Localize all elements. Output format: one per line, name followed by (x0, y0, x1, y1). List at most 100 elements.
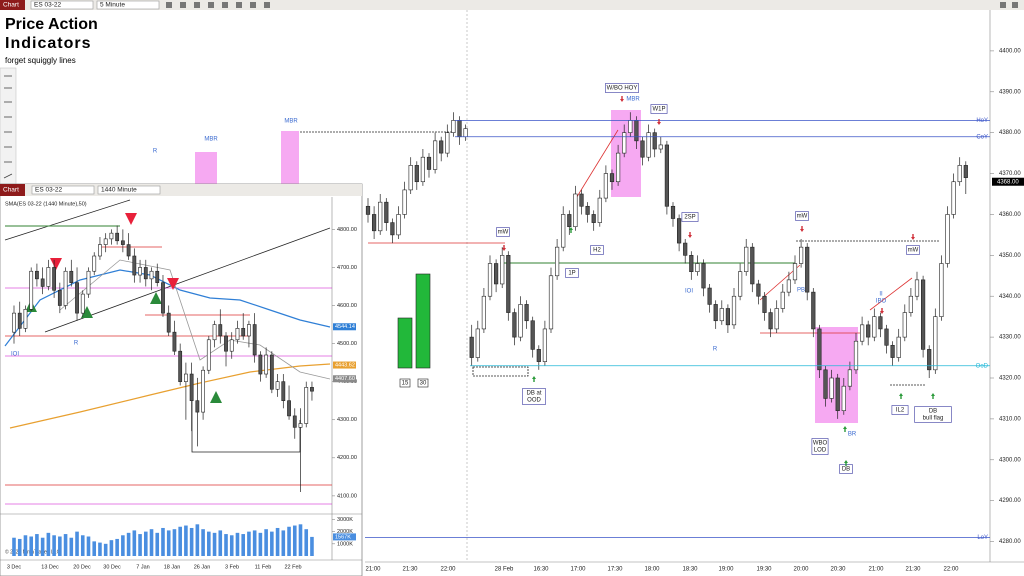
x-tick-label: 22:00 (943, 567, 959, 573)
up-arrow (843, 426, 847, 432)
annotation: II (879, 292, 883, 298)
candle-body (206, 339, 211, 371)
volume-bar (258, 532, 263, 556)
up-arrow (532, 376, 536, 382)
x-tick-label: 28 Feb (495, 567, 514, 573)
annotation: 2SP (684, 215, 695, 221)
candle-body (628, 120, 633, 133)
candle-body (402, 189, 407, 215)
title: Indicators (5, 35, 91, 52)
candle-body (92, 255, 97, 272)
x-tick-label: 22 Feb (284, 564, 301, 570)
candle-body (69, 270, 74, 283)
candle-body (235, 328, 240, 341)
volume-bar (23, 535, 28, 556)
candle-body (365, 205, 371, 215)
candle-body (762, 295, 767, 313)
y-tick-label: 4290.00 (999, 498, 1021, 504)
annotation-box (605, 83, 639, 93)
volume-bar (264, 529, 268, 556)
tool[interactable] (3, 173, 13, 179)
candle-body (853, 340, 859, 371)
y-tick-label: 4370.00 (999, 171, 1021, 177)
volume-bar (189, 527, 194, 556)
price-label: 4407.60 (335, 376, 355, 382)
chart-tab[interactable] (0, 0, 25, 10)
tool-icon[interactable] (236, 2, 242, 8)
instrument-dropdown[interactable] (31, 185, 95, 195)
candle-body (866, 324, 871, 338)
candle-body (548, 275, 554, 330)
candle-body (805, 246, 810, 293)
volume-bar (63, 534, 68, 556)
annotation: OOD (527, 398, 541, 404)
x-tick-label: 17:00 (570, 567, 586, 573)
annotation-box (891, 405, 909, 415)
annotation: PB (797, 288, 805, 294)
y-tick-label: 4800.00 (337, 227, 357, 233)
tool-icon[interactable] (264, 2, 270, 8)
candle-body (902, 312, 907, 338)
y-tick-label: 4300.00 (999, 457, 1021, 463)
candle-body (218, 324, 223, 337)
tool-icon[interactable] (194, 2, 200, 8)
annotation-box (795, 211, 809, 221)
volume-bar (121, 535, 125, 556)
y-tick-label: 4380.00 (999, 130, 1021, 136)
candle-body (109, 232, 114, 240)
volume-bar (304, 529, 309, 556)
tool-icon[interactable] (166, 2, 172, 8)
candle-body (29, 270, 34, 310)
candle-body (481, 295, 487, 330)
x-tick-label: 22:00 (440, 567, 456, 573)
annotation-box (914, 406, 952, 423)
instrument-label: ES 03-22 (35, 187, 62, 194)
volume-bar (235, 532, 240, 556)
annotation: bull flag (923, 416, 944, 422)
annotation-box (681, 212, 699, 222)
chart-tab[interactable] (0, 184, 25, 196)
trend-line (44, 227, 331, 333)
candle-body (676, 218, 682, 244)
x-tick-label: 13 Dec (41, 564, 59, 570)
level-label: CoY (976, 134, 988, 140)
volume-bar (275, 527, 280, 556)
tool-icon[interactable] (250, 2, 256, 8)
candle-body (603, 173, 608, 199)
x-tick-label: 18:00 (644, 567, 660, 573)
y-tick-label: 4280.00 (999, 539, 1021, 545)
candle-body (149, 270, 154, 280)
annotation: DB (842, 467, 850, 473)
candle-body (252, 324, 257, 356)
annotation: R (713, 347, 718, 353)
candle-body (646, 132, 651, 158)
x-tick-label: 16:30 (533, 567, 549, 573)
tool-icon[interactable] (180, 2, 186, 8)
tool-icon[interactable] (222, 2, 228, 8)
y-tick-label: 4390.00 (999, 89, 1021, 95)
candle-body (664, 144, 669, 207)
toolbar-icons (166, 2, 1018, 8)
interval-label: 1440 Minute (101, 187, 137, 194)
window-button[interactable] (1000, 2, 1006, 8)
interval-dropdown[interactable] (97, 185, 161, 195)
main-chart: 4280.00 4290.00 4300.00 4310.00 4320.00 4330.… (153, 48, 1024, 573)
annotation: IOI (11, 352, 19, 358)
instrument-dropdown[interactable] (30, 0, 94, 10)
candle-body (798, 246, 804, 264)
candle-body (195, 400, 200, 413)
candle-body (469, 336, 474, 358)
up-arrow (844, 460, 848, 466)
candle-body (792, 263, 798, 281)
candle-body (98, 244, 102, 257)
interval-dropdown[interactable] (96, 0, 160, 10)
candle-body (695, 263, 700, 272)
window-button[interactable] (1012, 2, 1018, 8)
volume-bar (138, 534, 142, 556)
candle-body (609, 173, 615, 183)
x-tick-label: 19:00 (718, 567, 734, 573)
annotation: mW (498, 230, 509, 236)
tool-icon[interactable] (208, 2, 214, 8)
volume-bar (178, 526, 182, 556)
volume-bar (155, 532, 160, 556)
